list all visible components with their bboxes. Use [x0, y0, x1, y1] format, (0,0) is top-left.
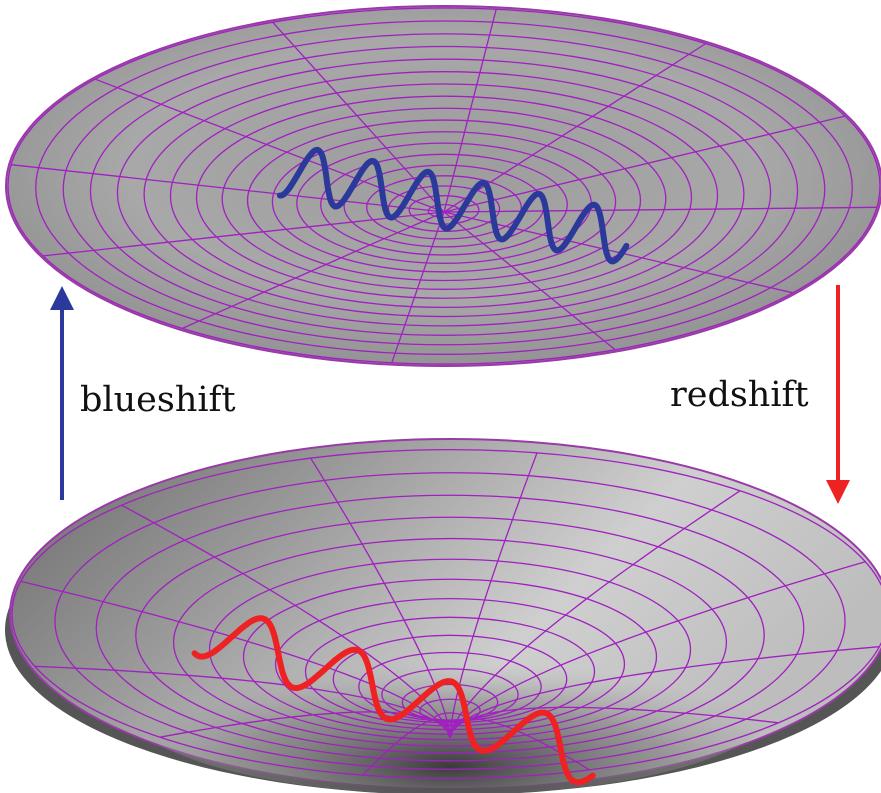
red-wave — [191, 615, 596, 786]
grid-spoke — [443, 211, 616, 351]
grid-ring — [242, 578, 658, 735]
grid-ring — [274, 598, 626, 731]
grid-spoke — [449, 452, 538, 739]
grid-ring — [208, 558, 692, 741]
grid-ring — [366, 175, 522, 240]
grid-spoke — [449, 646, 880, 739]
grid-ring — [62, 33, 826, 346]
grid-spoke — [11, 164, 445, 213]
grid-ring — [320, 153, 568, 256]
grid-spoke — [443, 115, 846, 213]
grid-ring — [143, 71, 745, 318]
grid-spoke — [449, 718, 590, 771]
grid-ring — [35, 20, 853, 355]
curved-surface — [5, 438, 881, 793]
grid-ring — [7, 7, 881, 365]
grid-spoke — [121, 504, 451, 739]
grid-spoke — [20, 580, 451, 739]
grid-ring — [135, 516, 765, 754]
grid-ring — [304, 616, 596, 727]
grid-spoke — [42, 211, 445, 257]
grid-ring — [54, 472, 846, 770]
grid-spoke — [449, 561, 866, 739]
grid-ring — [381, 668, 519, 721]
grid-ring — [169, 83, 719, 308]
grid-spoke — [391, 211, 445, 363]
grid-ring — [408, 195, 480, 225]
grid-spoke — [310, 457, 451, 739]
grid-ring — [89, 45, 799, 336]
grid-spoke — [362, 718, 451, 776]
grid-spoke — [443, 211, 793, 294]
grid-ring — [11, 449, 881, 779]
grid-ring — [221, 107, 667, 290]
grid-spoke — [443, 206, 877, 213]
grid-ring — [116, 58, 772, 327]
flat-surface — [5, 5, 881, 367]
blue-wave — [276, 146, 630, 265]
grid-spoke — [94, 78, 445, 213]
grid-spoke — [443, 9, 497, 213]
grid-ring — [172, 537, 728, 747]
grid-spoke — [182, 211, 445, 329]
grid-spoke — [34, 665, 451, 739]
blueshift-label: blueshift — [80, 380, 236, 420]
grid-ring — [95, 494, 805, 762]
grid-ring — [271, 131, 617, 273]
grid-ring — [195, 95, 693, 299]
redshift-label: redshift — [670, 375, 809, 415]
grid-ring — [246, 119, 642, 282]
flat-surface-grid — [7, 7, 881, 365]
